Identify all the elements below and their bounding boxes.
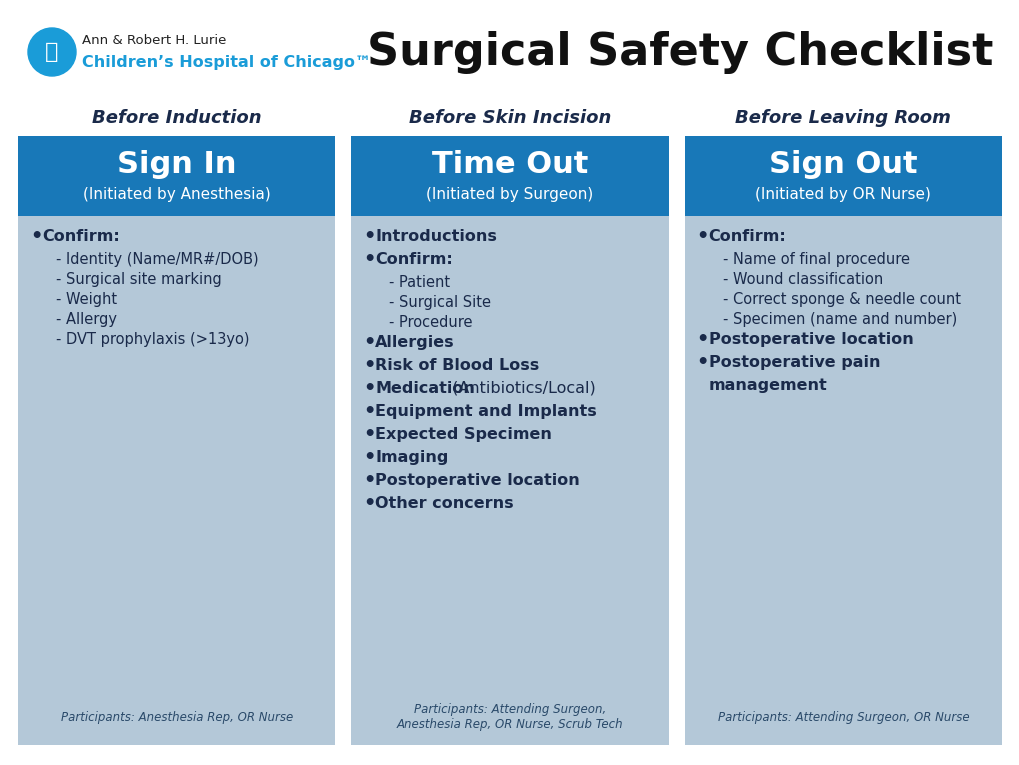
Text: Postoperative pain: Postoperative pain — [708, 354, 879, 369]
Text: Before Leaving Room: Before Leaving Room — [735, 109, 951, 127]
Text: •: • — [363, 226, 375, 246]
Text: Children’s Hospital of Chicago™: Children’s Hospital of Chicago™ — [82, 54, 371, 70]
Text: - Identity (Name/MR#/DOB): - Identity (Name/MR#/DOB) — [56, 252, 259, 266]
Text: Postoperative location: Postoperative location — [708, 331, 913, 347]
Text: •: • — [363, 333, 375, 351]
FancyBboxPatch shape — [18, 216, 335, 745]
Text: Ann & Robert H. Lurie: Ann & Robert H. Lurie — [82, 34, 226, 47]
Text: •: • — [696, 226, 708, 246]
Text: ✋: ✋ — [45, 42, 59, 62]
Text: Imaging: Imaging — [375, 450, 448, 464]
Text: management: management — [708, 377, 826, 392]
Text: •: • — [363, 402, 375, 421]
Text: Before Induction: Before Induction — [92, 109, 261, 127]
Text: Expected Specimen: Expected Specimen — [375, 427, 551, 441]
Text: - Procedure: - Procedure — [389, 314, 473, 330]
Text: (Initiated by Anesthesia): (Initiated by Anesthesia) — [83, 187, 270, 201]
Text: Confirm:: Confirm: — [375, 252, 452, 266]
Text: - Surgical site marking: - Surgical site marking — [56, 272, 221, 287]
Text: •: • — [363, 493, 375, 513]
FancyBboxPatch shape — [351, 136, 668, 216]
Text: - Allergy: - Allergy — [56, 311, 117, 327]
Text: (Initiated by Surgeon): (Initiated by Surgeon) — [426, 187, 593, 201]
Text: Postoperative location: Postoperative location — [375, 473, 580, 487]
Text: •: • — [363, 448, 375, 467]
Text: •: • — [30, 226, 43, 246]
Text: Participants: Attending Surgeon,
Anesthesia Rep, OR Nurse, Scrub Tech: Participants: Attending Surgeon, Anesthe… — [396, 703, 623, 731]
Text: •: • — [363, 249, 375, 269]
Text: Allergies: Allergies — [375, 334, 454, 350]
Text: •: • — [363, 470, 375, 490]
Text: •: • — [363, 356, 375, 375]
Text: - Wound classification: - Wound classification — [721, 272, 882, 287]
Text: •: • — [696, 353, 708, 372]
Text: Sign In: Sign In — [117, 149, 236, 178]
Text: Medication: Medication — [375, 380, 475, 396]
Text: Participants: Attending Surgeon, OR Nurse: Participants: Attending Surgeon, OR Nurs… — [716, 711, 968, 724]
Text: - Surgical Site: - Surgical Site — [389, 295, 491, 310]
Circle shape — [28, 28, 76, 76]
Text: Introductions: Introductions — [375, 229, 496, 243]
Text: Surgical Safety Checklist: Surgical Safety Checklist — [367, 31, 993, 73]
FancyBboxPatch shape — [684, 216, 1001, 745]
FancyBboxPatch shape — [18, 136, 335, 216]
Text: Confirm:: Confirm: — [42, 229, 119, 243]
Text: Other concerns: Other concerns — [375, 496, 514, 510]
FancyBboxPatch shape — [684, 136, 1001, 216]
Text: - Name of final procedure: - Name of final procedure — [721, 252, 909, 266]
FancyBboxPatch shape — [351, 216, 668, 745]
Text: (Antibiotics/Local): (Antibiotics/Local) — [447, 380, 595, 396]
Text: •: • — [696, 330, 708, 349]
Text: •: • — [363, 379, 375, 398]
Text: (Initiated by OR Nurse): (Initiated by OR Nurse) — [755, 187, 930, 201]
Text: - Correct sponge & needle count: - Correct sponge & needle count — [721, 291, 960, 307]
Text: - Weight: - Weight — [56, 291, 117, 307]
Text: Sign Out: Sign Out — [768, 149, 917, 178]
Text: - Patient: - Patient — [389, 275, 450, 289]
Text: Participants: Anesthesia Rep, OR Nurse: Participants: Anesthesia Rep, OR Nurse — [60, 711, 292, 724]
Text: Equipment and Implants: Equipment and Implants — [375, 403, 596, 418]
Text: - Specimen (name and number): - Specimen (name and number) — [721, 311, 956, 327]
Text: - DVT prophylaxis (>13yo): - DVT prophylaxis (>13yo) — [56, 331, 250, 347]
Text: Before Skin Incision: Before Skin Incision — [409, 109, 610, 127]
Text: •: • — [363, 425, 375, 444]
Text: Risk of Blood Loss: Risk of Blood Loss — [375, 357, 539, 373]
Text: Time Out: Time Out — [431, 149, 588, 178]
Text: Confirm:: Confirm: — [708, 229, 786, 243]
